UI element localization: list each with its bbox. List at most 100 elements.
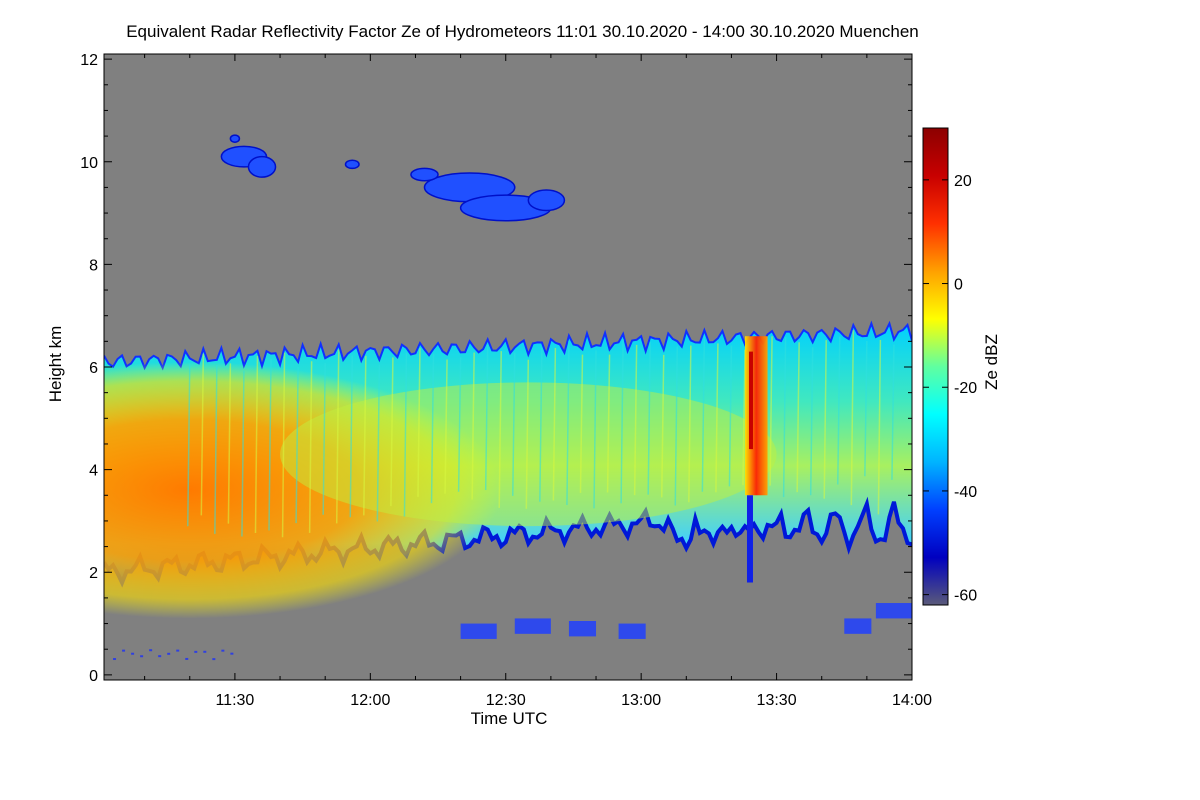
fall-streak	[864, 340, 868, 477]
fall-streak	[376, 364, 381, 522]
convective-core	[744, 336, 768, 496]
clutter-dot	[140, 655, 144, 658]
reflectivity-features	[104, 134, 912, 661]
cirrus-patch-5	[410, 167, 439, 182]
x-tick-label-5: 14:00	[892, 692, 932, 709]
x-tick-label-0: 11:30	[215, 692, 254, 709]
x-tick-label-4: 13:30	[757, 692, 797, 709]
fall-streak	[769, 336, 773, 486]
fall-streak	[579, 354, 584, 493]
fall-streak	[281, 352, 286, 538]
fall-streak	[457, 357, 462, 492]
fall-streak	[349, 355, 354, 518]
fall-streak	[363, 355, 367, 516]
fall-streak	[837, 336, 841, 485]
y-axis: 0 2 4 6 8 10 12	[80, 52, 912, 685]
fall-streak	[403, 353, 408, 517]
layer-top-edge	[104, 320, 912, 371]
cirrus-patch-4	[527, 189, 566, 212]
fall-streak	[593, 350, 597, 509]
clutter-dot	[149, 649, 153, 652]
chart-title: Equivalent Radar Reflectivity Factor Ze …	[126, 22, 919, 41]
clutter-dot	[194, 650, 198, 653]
fall-streak	[647, 342, 651, 495]
fall-streak	[660, 354, 665, 498]
clutter-dot	[131, 652, 135, 655]
fall-streak	[241, 370, 245, 537]
fall-streak	[539, 347, 543, 502]
clutter-dot	[122, 649, 126, 652]
fall-streak	[187, 363, 191, 527]
fall-streak	[390, 357, 394, 507]
clutter-dot	[221, 649, 225, 652]
low-echo-1	[514, 618, 551, 634]
fall-streak	[200, 353, 205, 516]
fall-streak	[525, 359, 530, 509]
features-layer	[104, 134, 912, 661]
clutter-dot	[203, 650, 207, 653]
fall-streak	[728, 345, 733, 487]
y-tick-label-0: 0	[89, 668, 98, 685]
fall-streak	[566, 340, 570, 506]
fall-streak	[227, 363, 232, 524]
y-tick-label-6: 12	[80, 52, 98, 69]
fall-streak	[891, 344, 895, 480]
x-axis-label: Time UTC	[470, 709, 548, 728]
colorbar	[922, 127, 949, 606]
x-axis: 11:30 12:00 12:30 13:00 13:30 14:00	[144, 54, 932, 709]
fall-streak	[715, 343, 719, 493]
fall-streak	[335, 349, 340, 524]
convective-peak	[748, 351, 753, 450]
x-tick-label-1: 12:00	[350, 692, 390, 709]
cirrus-patch-6	[344, 159, 360, 170]
fall-streak	[214, 364, 218, 534]
y-tick-label-1: 2	[89, 565, 98, 582]
colorbar-axis: 20 0 -20 -40 -60	[923, 173, 977, 605]
fall-streak	[796, 342, 800, 493]
fall-streak	[512, 352, 516, 496]
clutter-dot	[113, 658, 117, 661]
fall-streak	[688, 345, 692, 503]
convective-tail	[746, 495, 753, 583]
low-echo-0	[460, 623, 497, 639]
fall-streak	[701, 335, 706, 492]
y-tick-label-2: 4	[89, 463, 98, 480]
fall-streak	[633, 344, 638, 496]
fall-streak	[471, 352, 475, 500]
fall-streak	[877, 339, 882, 515]
low-echo-3	[618, 623, 646, 639]
fall-streak	[742, 349, 746, 486]
fall-streak	[295, 367, 299, 524]
colorbar-tick-label-4: -60	[954, 588, 977, 605]
fall-streak	[430, 353, 435, 504]
fall-streak	[268, 358, 272, 531]
fall-streak	[620, 339, 624, 504]
cirrus-patch-7	[229, 134, 241, 144]
fall-streak	[498, 351, 502, 508]
cirrus-patch-1	[247, 155, 277, 178]
fall-streak	[823, 340, 827, 499]
fall-streak	[308, 361, 313, 533]
clutter-dot	[167, 652, 171, 655]
y-tick-label-4: 8	[89, 257, 98, 274]
clutter-dot	[185, 657, 189, 660]
colorbar-tick-label-2: -20	[954, 380, 977, 397]
fall-streak	[850, 330, 855, 506]
fall-streak	[484, 344, 489, 491]
x-tick-label-2: 12:30	[486, 692, 526, 709]
colorbar-tick-label-0: 20	[954, 173, 972, 190]
fall-streak	[444, 359, 448, 494]
colorbar-tick-label-3: -40	[954, 484, 977, 501]
fall-streak	[606, 354, 611, 493]
y-tick-label-3: 6	[89, 360, 98, 377]
clutter-dot	[230, 652, 234, 655]
fall-streak	[417, 348, 421, 497]
low-echo-2	[568, 620, 597, 637]
clutter-dot	[158, 655, 162, 658]
low-echo-5	[875, 603, 912, 619]
low-echo-4	[844, 618, 872, 634]
x-tick-label-3: 13:00	[621, 692, 661, 709]
y-tick-label-5: 10	[80, 155, 98, 172]
fall-streak	[809, 347, 814, 496]
